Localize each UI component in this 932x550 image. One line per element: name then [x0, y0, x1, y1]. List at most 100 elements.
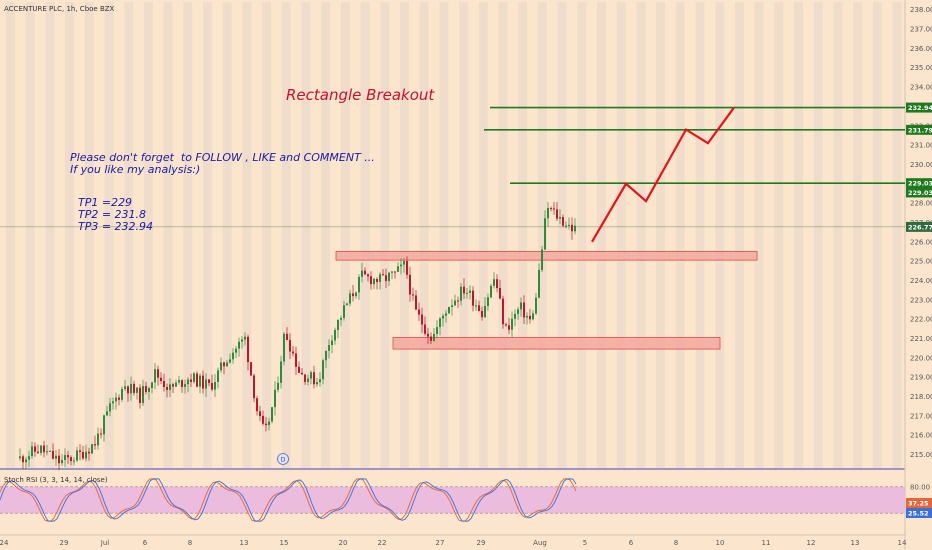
- bull-candle: [520, 302, 522, 310]
- bear-candle: [523, 302, 525, 318]
- bull-candle: [268, 421, 270, 426]
- session-stripe: [439, 2, 449, 468]
- bull-candle: [346, 303, 348, 306]
- bear-candle: [208, 379, 210, 384]
- price-tick-label: 236.00: [910, 45, 932, 53]
- bull-candle: [466, 292, 468, 294]
- bear-candle: [157, 369, 159, 378]
- bear-candle: [505, 324, 507, 326]
- bull-candle: [574, 225, 576, 232]
- bear-candle: [196, 373, 198, 387]
- session-stripe: [25, 2, 35, 468]
- bull-candle: [85, 451, 87, 459]
- bear-candle: [100, 433, 102, 435]
- bull-candle: [169, 384, 171, 390]
- time-tick-label: 24: [0, 539, 9, 547]
- bear-candle: [118, 397, 120, 400]
- bull-candle: [325, 350, 327, 361]
- bull-candle: [442, 315, 444, 319]
- session-stripe: [419, 2, 429, 468]
- price-tag-label: 229.03: [908, 180, 932, 188]
- session-stripe: [853, 2, 863, 468]
- bull-candle: [28, 456, 30, 460]
- bull-candle: [154, 369, 156, 383]
- support-zone: [392, 337, 721, 350]
- tp3-annotation: TP3 = 232.94: [78, 220, 154, 233]
- bull-candle: [343, 305, 345, 318]
- bull-candle: [175, 382, 177, 387]
- bull-candle: [274, 389, 276, 408]
- bull-candle: [271, 407, 273, 422]
- bull-candle: [403, 261, 405, 265]
- bull-candle: [391, 271, 393, 273]
- bear-candle: [166, 386, 168, 390]
- price-tick-label: 219.00: [910, 374, 932, 382]
- time-tick-label: 13: [240, 539, 249, 547]
- price-tick-label: 222.00: [910, 316, 932, 324]
- bull-candle: [214, 382, 216, 390]
- price-tick-label: 221.00: [910, 335, 932, 343]
- bear-candle: [481, 311, 483, 318]
- bear-candle: [247, 336, 249, 363]
- price-tag: [906, 178, 932, 189]
- bear-candle: [415, 295, 417, 310]
- bear-candle: [262, 416, 264, 424]
- bull-candle: [316, 382, 318, 385]
- dividend-marker: [277, 453, 289, 465]
- bull-candle: [55, 455, 57, 459]
- bear-candle: [394, 271, 396, 273]
- bear-candle: [406, 261, 408, 275]
- bear-candle: [139, 387, 141, 404]
- bear-candle: [556, 209, 558, 219]
- session-stripe: [774, 2, 784, 468]
- price-tick-label: 224.00: [910, 277, 932, 285]
- price-tag-label: 226.77: [908, 223, 932, 231]
- bull-candle: [310, 372, 312, 379]
- bear-candle: [145, 386, 147, 392]
- bull-candle: [49, 450, 51, 452]
- bull-candle: [514, 313, 516, 319]
- bull-candle: [544, 218, 546, 250]
- bear-candle: [463, 286, 465, 294]
- bear-candle: [190, 379, 192, 382]
- price-tick-label: 237.00: [910, 26, 932, 34]
- price-tag: [906, 221, 932, 232]
- time-tick-label: 6: [143, 539, 148, 547]
- bear-candle: [94, 444, 96, 446]
- bull-candle: [490, 285, 492, 298]
- bull-candle: [547, 207, 549, 219]
- bear-candle: [304, 374, 306, 382]
- bull-candle: [433, 333, 435, 341]
- bear-candle: [421, 314, 423, 325]
- tp1-annotation: TP1 =229: [78, 196, 133, 209]
- time-tick-label: 12: [807, 539, 816, 547]
- bull-candle: [280, 361, 282, 383]
- session-stripe: [360, 2, 370, 468]
- bull-candle: [232, 352, 234, 360]
- price-tick-label: 223.00: [910, 296, 932, 304]
- time-tick-label: 13: [851, 539, 860, 547]
- time-tick-label: 8: [188, 539, 192, 547]
- bull-candle: [283, 333, 285, 362]
- session-stripe: [577, 2, 587, 468]
- session-stripe: [65, 2, 75, 468]
- bear-candle: [376, 278, 378, 283]
- session-stripe: [656, 2, 666, 468]
- session-stripe: [734, 2, 744, 468]
- bull-candle: [241, 339, 243, 342]
- time-tick-label: 20: [339, 539, 348, 547]
- bull-candle: [229, 359, 231, 363]
- bull-candle: [319, 379, 321, 383]
- bull-candle: [568, 224, 570, 226]
- bull-candle: [340, 317, 342, 320]
- bear-candle: [313, 372, 315, 385]
- bull-candle: [91, 444, 93, 454]
- session-stripe: [163, 2, 173, 468]
- session-stripe: [203, 2, 212, 468]
- time-tick-label: 10: [716, 539, 725, 547]
- bear-candle: [250, 362, 252, 376]
- bear-candle: [409, 274, 411, 295]
- time-tick-label: 14: [898, 539, 907, 547]
- bear-candle: [550, 207, 552, 209]
